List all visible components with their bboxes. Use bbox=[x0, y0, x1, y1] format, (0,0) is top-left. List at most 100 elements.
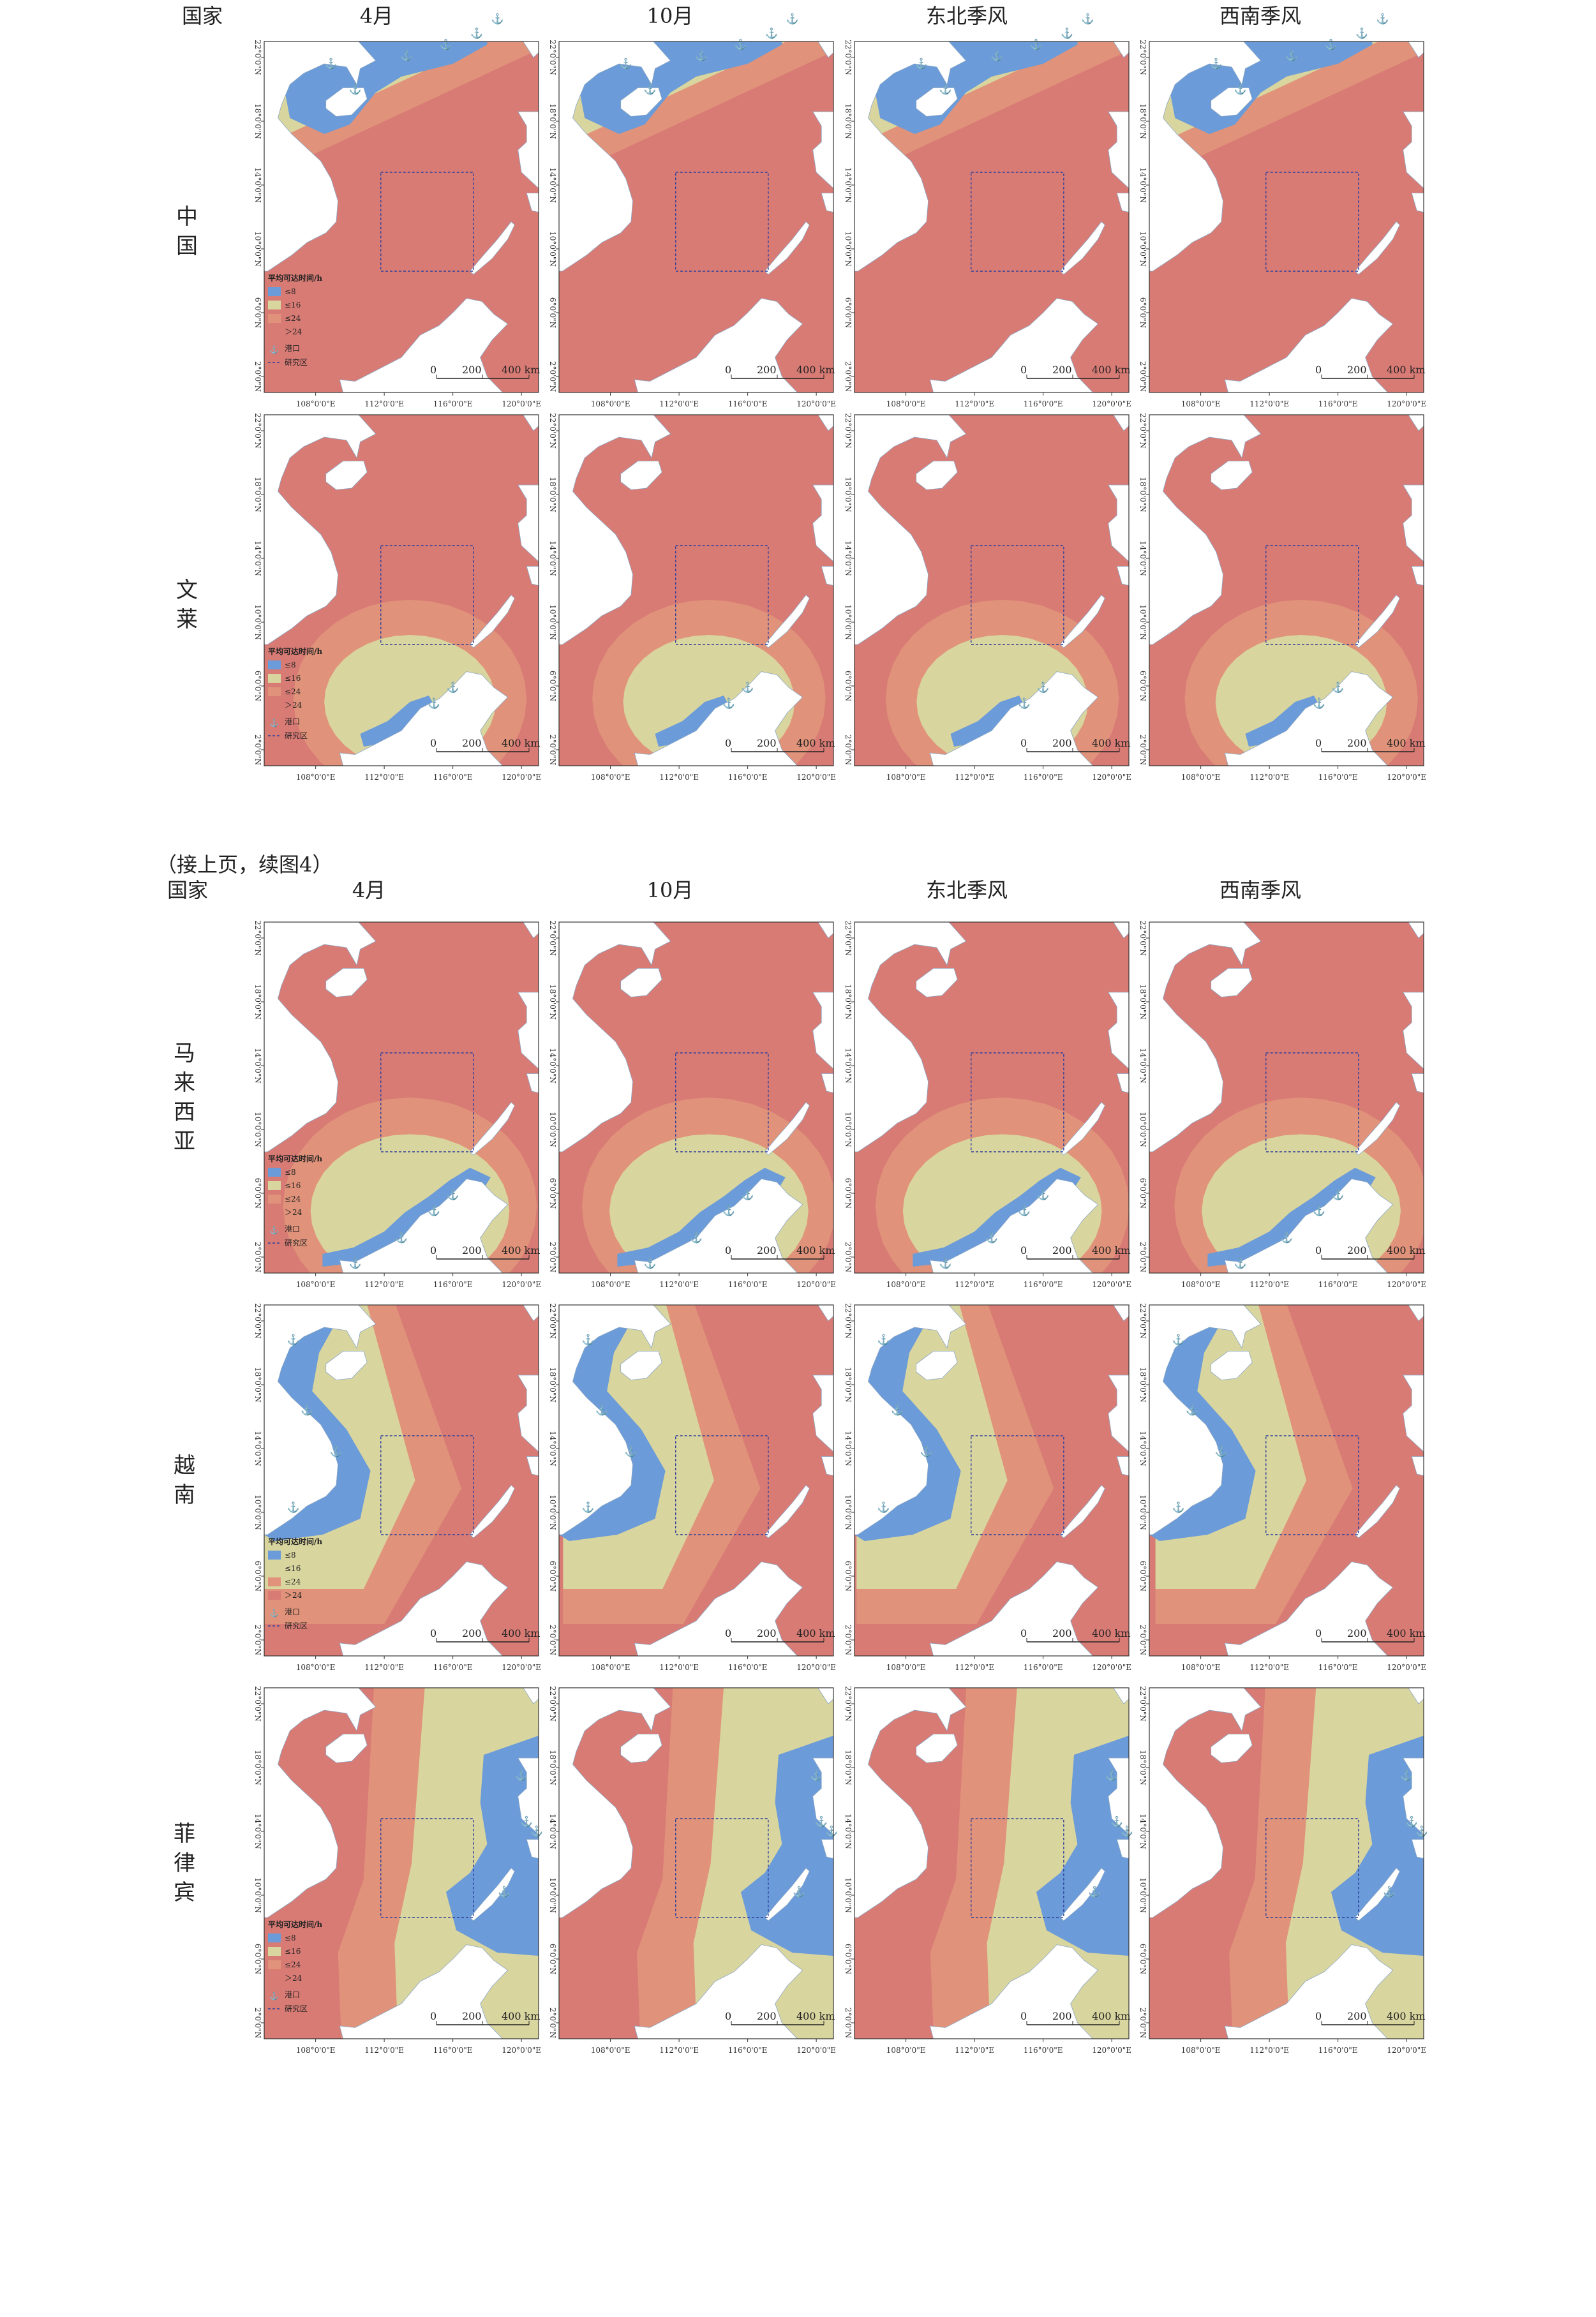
y-tick-label: 10°0'0"N bbox=[1138, 231, 1147, 267]
y-tick-label: 22°0'0"N bbox=[1138, 1686, 1147, 1722]
row-label-3: 越南 bbox=[170, 1451, 199, 1510]
study-area-box bbox=[380, 1052, 474, 1152]
y-tick-label: 10°0'0"N bbox=[1138, 1112, 1147, 1147]
y-tick-label: 22°0'0"N bbox=[253, 1303, 262, 1339]
scale-bar-label: 400 km bbox=[1092, 1627, 1131, 1639]
x-tick-label: 108°0'0"E bbox=[591, 399, 630, 408]
map-svg: ⚓ ⚓ ⚓ ⚓ 22°0'0"N 18°0'0"N 14°0'0"N 10°0'0"N 6°0'… bbox=[548, 1303, 836, 1672]
port-anchor-icon: ⚓ bbox=[491, 13, 504, 25]
y-tick-label: 10°0'0"N bbox=[844, 604, 853, 640]
port-anchor-icon: ⚓ bbox=[1313, 1205, 1325, 1217]
scale-bar-label: 400 km bbox=[502, 1244, 541, 1256]
x-tick-label: 116°0'0"E bbox=[433, 1280, 473, 1289]
y-tick-label: 6°0'0"N bbox=[548, 297, 557, 328]
y-tick-label: 18°0'0"N bbox=[548, 477, 557, 512]
y-tick-label: 18°0'0"N bbox=[844, 1367, 853, 1403]
port-anchor-icon: ⚓ bbox=[939, 1257, 951, 1269]
y-tick-label: 2°0'0"N bbox=[548, 734, 557, 765]
land-mass bbox=[1411, 1073, 1424, 1093]
legend-swatch bbox=[268, 674, 281, 683]
scale-bar-label: 400 km bbox=[502, 364, 541, 376]
y-tick-label: 6°0'0"N bbox=[844, 1944, 853, 1974]
y-tick-label: 6°0'0"N bbox=[844, 1178, 853, 1209]
land-mass bbox=[526, 1456, 539, 1476]
x-tick-label: 112°0'0"E bbox=[955, 1280, 994, 1289]
y-tick-label: 10°0'0"N bbox=[1138, 1494, 1147, 1530]
zone-le8 bbox=[740, 1736, 833, 1956]
land-mass bbox=[1408, 1688, 1424, 1704]
column-header-april-2: 4月 bbox=[352, 878, 386, 902]
port-anchor-icon: ⚓ bbox=[515, 1769, 528, 1782]
legend-swatch bbox=[268, 687, 281, 696]
map-panel-r2-c3: ⚓ ⚓ ⚓ ⚓ 22°0'0"N 18°0'0"N 14°0'0"N 10°0'0"N 6°0'… bbox=[1120, 920, 1426, 1299]
y-tick-label: 18°0'0"N bbox=[253, 103, 262, 139]
y-tick-label: 22°0'0"N bbox=[548, 920, 557, 956]
y-tick-label: 2°0'0"N bbox=[1138, 734, 1147, 765]
x-tick-label: 112°0'0"E bbox=[1249, 2046, 1289, 2055]
y-tick-label: 2°0'0"N bbox=[548, 361, 557, 392]
x-tick-label: 112°0'0"E bbox=[955, 2046, 994, 2055]
y-tick-label: 18°0'0"N bbox=[548, 984, 557, 1020]
legend-study-area-label: 研究区 bbox=[285, 357, 308, 367]
y-tick-label: 10°0'0"N bbox=[548, 1877, 557, 1913]
scale-bar-label: 0 bbox=[1315, 1627, 1322, 1639]
map-panel-r1-c2: ⚓ ⚓ 22°0'0"N 18°0'0"N 14°0'0"N 10°0'0"N 6°0'0"… bbox=[825, 413, 1131, 791]
land-mass bbox=[817, 1305, 833, 1322]
land-mass bbox=[469, 1867, 515, 1921]
scale-bar-label: 400 km bbox=[1387, 2010, 1426, 2022]
x-tick-label: 116°0'0"E bbox=[1024, 2046, 1063, 2055]
y-tick-label: 18°0'0"N bbox=[253, 1367, 262, 1403]
y-tick-label: 22°0'0"N bbox=[844, 1303, 853, 1339]
scale-bar-label: 400 km bbox=[1387, 364, 1426, 376]
scale-bar-label: 200 bbox=[1347, 2010, 1367, 2022]
port-anchor-icon: ⚓ bbox=[825, 1825, 838, 1837]
scale-bar-label: 200 bbox=[1052, 2010, 1072, 2022]
y-tick-label: 2°0'0"N bbox=[548, 1242, 557, 1272]
x-tick-label: 112°0'0"E bbox=[364, 773, 404, 782]
legend-swatch bbox=[268, 1564, 281, 1573]
y-tick-label: 10°0'0"N bbox=[253, 604, 262, 640]
port-anchor-icon: ⚓ bbox=[810, 1769, 823, 1782]
land-mass bbox=[916, 461, 958, 490]
row-label-char: 南 bbox=[174, 1482, 195, 1508]
study-area-box bbox=[380, 1435, 474, 1535]
map-panel-r1-c0: ⚓ ⚓ 22°0'0"N 18°0'0"N 14°0'0"N 10°0'0"N 6°0'0"… bbox=[235, 413, 541, 791]
port-anchor-icon: ⚓ bbox=[891, 1404, 904, 1416]
port-anchor-icon: ⚓ bbox=[330, 1445, 343, 1457]
port-anchor-icon: ⚓ bbox=[1280, 1232, 1293, 1244]
port-anchor-icon: ⚓ bbox=[428, 697, 440, 710]
legend-item-label: ≤8 bbox=[285, 1551, 296, 1560]
port-anchor-icon: ⚓ bbox=[735, 38, 747, 50]
port-anchor-icon: ⚓ bbox=[447, 1189, 459, 1201]
y-tick-label: 14°0'0"N bbox=[1138, 540, 1147, 576]
port-anchor-icon: ⚓ bbox=[595, 1404, 608, 1416]
y-tick-label: 2°0'0"N bbox=[253, 2008, 262, 2038]
legend-swatch bbox=[268, 1947, 281, 1956]
port-anchor-icon: ⚓ bbox=[793, 1886, 805, 1898]
land-mass bbox=[634, 1561, 803, 1656]
y-tick-label: 14°0'0"N bbox=[1138, 1048, 1147, 1084]
y-tick-label: 22°0'0"N bbox=[1138, 920, 1147, 956]
y-tick-label: 14°0'0"N bbox=[1138, 167, 1147, 203]
port-anchor-icon: ⚓ bbox=[1088, 1886, 1101, 1898]
scale-bar-label: 200 bbox=[757, 2010, 777, 2022]
land-mass bbox=[854, 41, 967, 272]
land-mass bbox=[1059, 221, 1105, 275]
zone-le8 bbox=[1245, 696, 1321, 747]
study-area-box bbox=[971, 172, 1064, 272]
legend-swatch bbox=[268, 1551, 281, 1560]
scale-bar-label: 200 bbox=[1347, 1627, 1367, 1639]
x-tick-label: 108°0'0"E bbox=[1181, 2046, 1221, 2055]
x-tick-label: 108°0'0"E bbox=[296, 773, 336, 782]
x-tick-label: 112°0'0"E bbox=[1249, 399, 1289, 408]
x-tick-label: 116°0'0"E bbox=[433, 1663, 473, 1672]
zone-le8 bbox=[1207, 1168, 1376, 1267]
land-mass bbox=[821, 1839, 833, 1859]
zone-le8 bbox=[322, 1168, 491, 1267]
legend-item-label: ≤16 bbox=[285, 674, 301, 683]
land-mass bbox=[559, 922, 833, 923]
map-frame bbox=[558, 414, 834, 766]
land-mass bbox=[1116, 566, 1129, 586]
scale-bar-label: 200 bbox=[1347, 737, 1367, 749]
scale-bar-label: 200 bbox=[1052, 364, 1072, 376]
